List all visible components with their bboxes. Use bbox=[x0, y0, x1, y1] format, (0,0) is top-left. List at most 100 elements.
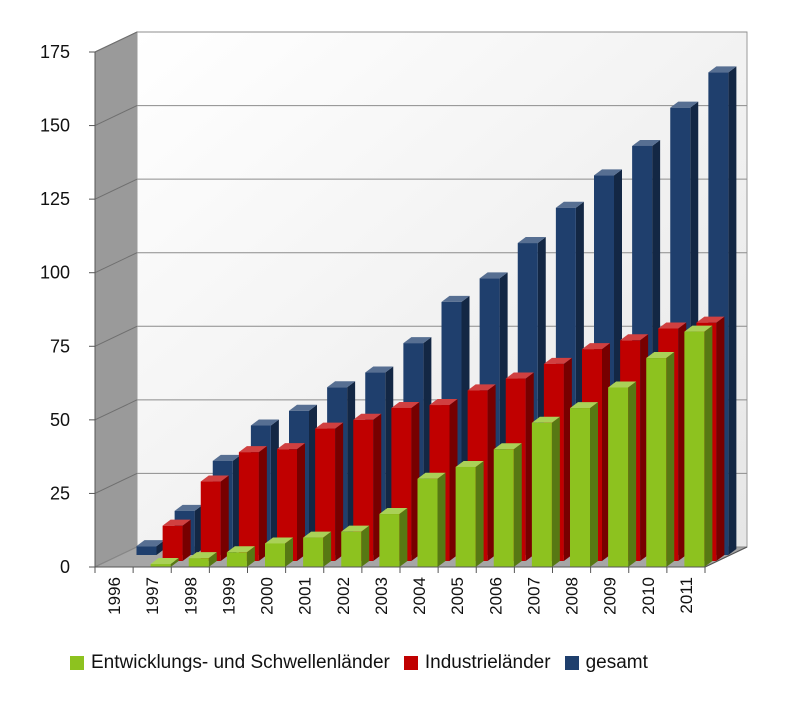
bar-top bbox=[429, 399, 458, 406]
bar bbox=[150, 558, 179, 567]
legend-label-entwicklungslaender: Entwicklungs- und Schwellenländer bbox=[91, 652, 390, 673]
bar-side bbox=[437, 472, 446, 567]
bar-top bbox=[620, 334, 649, 341]
x-tick-label: 2001 bbox=[296, 577, 315, 615]
bar-top bbox=[594, 169, 622, 176]
bar-top bbox=[417, 472, 446, 479]
bar-side bbox=[513, 443, 522, 567]
bar-top bbox=[365, 366, 394, 373]
bar-side bbox=[678, 322, 687, 561]
bar bbox=[136, 540, 165, 555]
bar bbox=[646, 352, 675, 567]
x-tick-label: 2002 bbox=[334, 577, 353, 615]
bar bbox=[303, 531, 332, 567]
bar-top bbox=[543, 357, 572, 364]
bar-front bbox=[315, 428, 336, 561]
bar-top bbox=[632, 139, 661, 146]
bar bbox=[684, 325, 713, 567]
bar-top bbox=[391, 401, 420, 408]
bar-top bbox=[570, 402, 598, 409]
bar-front bbox=[200, 481, 221, 561]
y-tick-label: 75 bbox=[50, 336, 70, 356]
bar-top bbox=[379, 508, 408, 515]
bar-top bbox=[174, 504, 203, 511]
bar-front bbox=[455, 466, 476, 567]
bar-front bbox=[162, 525, 183, 561]
bar-top bbox=[658, 322, 687, 329]
bar bbox=[608, 381, 637, 567]
bar-front bbox=[150, 564, 171, 567]
bar-front bbox=[493, 449, 514, 567]
bar-top bbox=[136, 540, 165, 547]
gridline-side bbox=[94, 178, 138, 200]
x-tick-label: 2005 bbox=[448, 577, 467, 615]
y-tick-label: 0 bbox=[60, 557, 70, 577]
bar-side bbox=[525, 372, 534, 561]
y-tick-label: 50 bbox=[50, 410, 70, 430]
bar-side bbox=[385, 366, 394, 555]
legend-item-entwicklungslaender: Entwicklungs- und Schwellenländer bbox=[70, 652, 390, 674]
bar bbox=[188, 552, 217, 567]
bar-top bbox=[467, 384, 496, 391]
gridline-side bbox=[94, 105, 138, 127]
bar-top bbox=[479, 272, 508, 279]
bar-top bbox=[162, 519, 191, 526]
y-tick-label: 25 bbox=[50, 483, 70, 503]
bar-side bbox=[220, 475, 229, 561]
bar-top bbox=[517, 237, 546, 244]
bar-side bbox=[640, 334, 649, 561]
bar-top bbox=[327, 381, 356, 388]
bar-side bbox=[666, 352, 675, 567]
x-axis-depth-line bbox=[704, 546, 748, 568]
x-tick-label: 2003 bbox=[372, 577, 391, 615]
bar-side bbox=[194, 504, 203, 555]
bar-front bbox=[265, 543, 285, 567]
x-tick-label: 2010 bbox=[639, 577, 658, 615]
gridline-side bbox=[94, 252, 138, 274]
bar-side bbox=[270, 419, 279, 555]
bar-front bbox=[570, 408, 590, 567]
bar bbox=[315, 422, 344, 561]
bar-side bbox=[399, 508, 408, 567]
bar-side bbox=[704, 325, 713, 567]
bar bbox=[379, 508, 408, 567]
bar-front bbox=[226, 552, 247, 567]
bar-front bbox=[646, 358, 667, 567]
x-tick-label: 2006 bbox=[486, 577, 505, 615]
legend-swatch-green bbox=[70, 656, 84, 670]
gridline-side bbox=[94, 399, 138, 421]
bar-top bbox=[188, 552, 217, 559]
bar-side bbox=[716, 316, 725, 561]
y-tick-label: 175 bbox=[40, 42, 70, 62]
bar-top bbox=[555, 201, 584, 208]
x-tick-label: 2004 bbox=[410, 577, 429, 615]
legend-label-gesamt: gesamt bbox=[585, 652, 648, 673]
x-tick-label: 2009 bbox=[601, 577, 620, 615]
bar bbox=[226, 546, 255, 567]
bar-top bbox=[708, 66, 737, 73]
bar bbox=[200, 475, 229, 561]
bar-top bbox=[696, 316, 725, 323]
bar bbox=[531, 416, 560, 567]
y-tick-label: 100 bbox=[40, 263, 70, 283]
bar-side bbox=[563, 357, 572, 561]
bar-side bbox=[628, 381, 637, 567]
bar-side bbox=[347, 381, 356, 555]
side-wall bbox=[94, 31, 138, 568]
bar-side bbox=[487, 384, 496, 561]
bar-top bbox=[341, 525, 370, 532]
bar-side bbox=[156, 540, 165, 555]
bar-top bbox=[289, 404, 317, 411]
bar-side bbox=[285, 537, 293, 567]
bar bbox=[265, 537, 293, 567]
legend-label-industrielaender: Industrieländer bbox=[424, 652, 551, 673]
y-tick-label: 125 bbox=[40, 189, 70, 209]
bar-side bbox=[335, 422, 344, 561]
x-tick-label: 1998 bbox=[181, 577, 200, 615]
bar bbox=[238, 446, 267, 561]
bar-top bbox=[265, 537, 293, 544]
bar-side bbox=[551, 416, 560, 567]
bar bbox=[493, 443, 522, 567]
bar-side bbox=[590, 402, 598, 567]
